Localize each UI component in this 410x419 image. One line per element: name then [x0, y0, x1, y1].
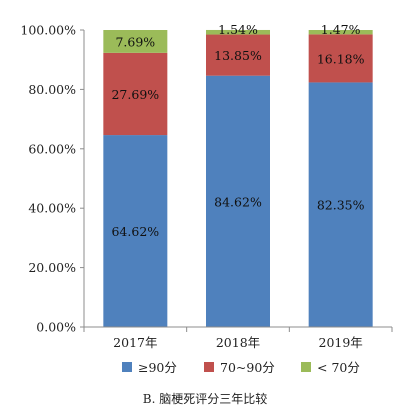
data-label: 16.18%	[317, 51, 365, 66]
x-tick-label: 2019年	[319, 335, 363, 350]
y-tick-label: 80.00%	[28, 82, 76, 97]
y-tick-label: 100.00%	[20, 23, 76, 38]
y-axis: 0.00% 20.00% 40.00% 60.00% 80.00% 100.00%	[20, 23, 85, 335]
legend-swatch	[301, 362, 311, 372]
x-tick-label: 2017年	[113, 335, 157, 350]
legend-label: < 70分	[317, 360, 360, 375]
y-tick-label: 40.00%	[28, 201, 76, 216]
bar-segment-3-3	[308, 30, 373, 35]
legend: ≥90分 70~90分 < 70分	[122, 360, 360, 375]
bar-segment-2-3	[206, 29, 270, 35]
x-tick-label: 2018年	[216, 335, 260, 350]
bar-segment-2-2	[206, 34, 270, 76]
legend-swatch	[122, 362, 132, 372]
data-label: 1.47%	[321, 22, 361, 37]
bar-series: 64.62% 27.69% 7.69% 84.62% 13.85% 1.54% 82.35%…	[103, 22, 373, 328]
bar-segment-2-1	[206, 75, 270, 328]
legend-label: 70~90分	[220, 360, 275, 375]
y-tick-label: 0.00%	[36, 320, 76, 335]
x-axis: 2017年 2018年 2019年	[83, 326, 393, 350]
data-label: 84.62%	[214, 194, 262, 209]
data-label: 82.35%	[317, 198, 365, 213]
data-label: 64.62%	[111, 224, 159, 239]
bar-segment-1-1	[103, 135, 168, 327]
bar-segment-3-2	[308, 34, 373, 83]
legend-swatch	[204, 362, 214, 372]
data-label: 27.69%	[111, 87, 159, 102]
bar-segment-3-1	[308, 82, 373, 327]
legend-label: ≥90分	[138, 360, 177, 375]
bar-segment-1-2	[103, 52, 168, 136]
y-tick-label: 60.00%	[28, 141, 76, 156]
y-tick-label: 20.00%	[28, 260, 76, 275]
data-label: 7.69%	[115, 34, 155, 49]
figure-caption: B. 脑梗死评分三年比较	[143, 391, 267, 406]
data-label: 1.54%	[218, 22, 258, 37]
data-label: 13.85%	[214, 48, 262, 63]
bar-segment-1-3	[103, 30, 168, 53]
